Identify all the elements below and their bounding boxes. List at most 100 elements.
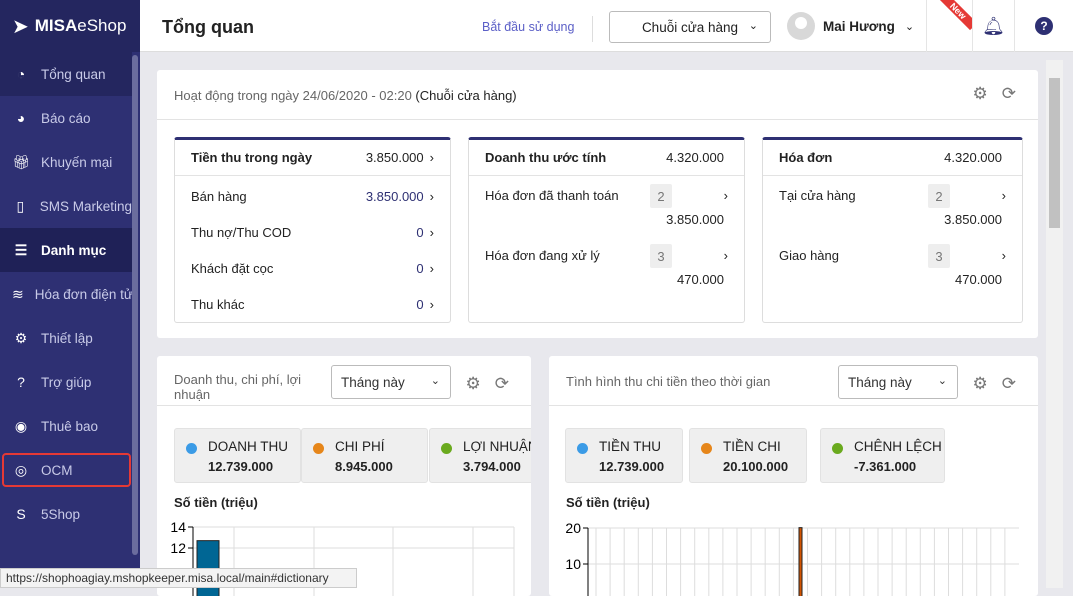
sidebar-item-5shop[interactable]: S 5Shop	[0, 492, 132, 536]
income-total[interactable]: Tiền thu trong ngày 3.850.000 ›	[175, 140, 450, 176]
chevron-right-icon: ›	[723, 248, 728, 263]
y-tick-label: 10	[565, 556, 581, 572]
sidebar-item-sms-marketing[interactable]: ▯ SMS Marketing	[0, 184, 133, 228]
store-select[interactable]: Chuỗi cửa hàng ⌄	[609, 11, 771, 43]
sidebar-item-label: Thiết lập	[41, 330, 93, 346]
sidebar-item-thuê-bao[interactable]: ◉ Thuê bao	[0, 404, 132, 448]
legend-item[interactable]: DOANH THU 12.739.000	[174, 428, 301, 483]
chevron-right-icon: ›	[1001, 248, 1006, 263]
main-scrollbar[interactable]	[1046, 60, 1063, 588]
income-row[interactable]: Bán hàng 3.850.000 ›	[191, 188, 434, 204]
status-bar-url: https://shophoagiay.mshopkeeper.misa.loc…	[0, 568, 357, 588]
legend-dot	[441, 443, 452, 454]
legend-dot	[186, 443, 197, 454]
ocm-icon: ◎	[14, 461, 28, 478]
sidebar-item-báo-cáo[interactable]: ◕ Báo cáo	[0, 96, 132, 140]
period-select[interactable]: Tháng này ⌄	[838, 365, 958, 399]
user-icon: ◉	[14, 417, 28, 434]
invoice-row[interactable]: Hóa đơn đã thanh toán 2 › 3.850.000	[469, 176, 744, 236]
help-button[interactable]: ?	[1014, 0, 1073, 52]
sidebar-item-trợ-giúp[interactable]: ? Trợ giúp	[0, 360, 132, 404]
gear-icon[interactable]: ⚙	[465, 374, 481, 393]
chevron-right-icon: ›	[429, 260, 434, 276]
invoice-row[interactable]: Hóa đơn đang xử lý 3 › 470.000	[469, 236, 744, 296]
gift-icon: 🎁︎	[12, 153, 30, 170]
revenue-card: Doanh thu ước tính 4.320.000 Hóa đơn đã t…	[468, 137, 745, 323]
chevron-right-icon: ›	[429, 188, 434, 204]
legend-item[interactable]: CHI PHÍ 8.945.000	[301, 428, 428, 483]
count-badge: 3	[928, 244, 950, 268]
legend-dot	[577, 443, 588, 454]
bell-icon: 🔔︎	[982, 15, 1005, 36]
income-row[interactable]: Thu khác 0 ›	[191, 296, 434, 312]
sidebar-item-tổng-quan[interactable]: ◔ Tổng quan	[0, 52, 132, 96]
chevron-down-icon: ⌄	[748, 20, 758, 32]
sidebar-scrollbar[interactable]	[132, 55, 138, 555]
sidebar-item-ocm[interactable]: ◎ OCM	[2, 453, 131, 487]
start-link[interactable]: Bắt đầu sử dụng	[482, 20, 575, 34]
chevron-right-icon: ›	[429, 150, 434, 165]
dashboard-icon: ◔	[16, 66, 26, 82]
legend-item[interactable]: CHÊNH LỆCH -7.361.000	[820, 428, 945, 483]
legend-item[interactable]: TIỀN CHI 20.100.000	[689, 428, 807, 483]
gear-icon[interactable]: ⚙	[972, 84, 988, 103]
income-row[interactable]: Thu nợ/Thu COD 0 ›	[191, 224, 434, 240]
activity-card: Hoạt động trong ngày 24/06/2020 - 02:20 …	[157, 70, 1038, 338]
period-select[interactable]: Tháng này ⌄	[331, 365, 451, 399]
chevron-right-icon: ›	[723, 188, 728, 203]
sidebar-item-label: Khuyến mại	[41, 154, 113, 170]
sidebar-item-label: Thuê bao	[41, 418, 99, 434]
sidebar-item-danh-mục[interactable]: ☰ Danh mục	[0, 228, 132, 272]
sidebar-item-label: Hóa đơn điện tử	[34, 286, 132, 302]
help-icon: ?	[17, 374, 25, 390]
sidebar: ➤ MISA eShop ◔ Tổng quan ◕ Báo cáo 🎁︎ Khuyến mạ…	[0, 0, 140, 588]
sidebar-item-thiết-lập[interactable]: ⚙ Thiết lập	[0, 316, 132, 360]
sidebar-item-label: OCM	[41, 462, 73, 478]
sidebar-item-label: Báo cáo	[41, 110, 91, 126]
logo[interactable]: ➤ MISA eShop	[0, 0, 140, 52]
sidebar-item-hóa-đơn-điện-tử[interactable]: ≋ Hóa đơn điện tử	[0, 272, 132, 316]
mobile-icon: ▯	[16, 197, 25, 214]
5shop-icon: S	[16, 506, 26, 522]
cashflow-panel: Tình hình thu chi tiền theo thời gian Th…	[549, 356, 1038, 596]
chevron-down-icon: ⌄	[430, 375, 440, 387]
chevron-down-icon: ⌄	[904, 20, 915, 33]
gear-icon: ⚙	[14, 329, 28, 346]
invoice-row[interactable]: Giao hàng 3 › 470.000	[763, 236, 1022, 296]
count-badge: 2	[650, 184, 672, 208]
refresh-icon[interactable]: ⟳	[1001, 84, 1016, 103]
invoices-card: Hóa đơn 4.320.000 Tại cửa hàng 2 › 3.850.000…	[762, 137, 1023, 323]
chevron-down-icon: ⌄	[937, 375, 947, 387]
avatar	[787, 12, 815, 40]
sidebar-item-label: Danh mục	[41, 242, 107, 258]
divider	[592, 16, 593, 42]
refresh-icon[interactable]: ⟳	[494, 374, 509, 393]
list-icon: ☰	[14, 241, 28, 258]
user-menu[interactable]: Mai Hương ⌄	[787, 12, 914, 40]
sidebar-item-label: SMS Marketing	[39, 198, 132, 214]
income-row[interactable]: Khách đặt cọc 0 ›	[191, 260, 434, 276]
gear-icon[interactable]: ⚙	[972, 374, 988, 393]
header: Tổng quan Bắt đầu sử dụng Chuỗi cửa hàng…	[140, 0, 1073, 52]
y-tick-label: 20	[565, 520, 581, 536]
legend-item[interactable]: LỢI NHUẬN 3.794.000	[429, 428, 531, 483]
sidebar-item-label: 5Shop	[41, 506, 81, 522]
whats-new-button[interactable]: New	[926, 0, 972, 52]
chevron-right-icon: ›	[429, 296, 434, 312]
notification-button[interactable]: 🔔︎	[972, 0, 1014, 52]
legend-dot	[832, 443, 843, 454]
legend-dot	[701, 443, 712, 454]
sidebar-item-label: Trợ giúp	[41, 374, 92, 390]
invoice-icon: ≋	[12, 285, 24, 302]
refresh-icon[interactable]: ⟳	[1001, 374, 1016, 393]
legend-item[interactable]: TIỀN THU 12.739.000	[565, 428, 683, 483]
sidebar-item-khuyến-mại[interactable]: 🎁︎ Khuyến mại	[0, 140, 132, 184]
new-badge: New	[938, 0, 972, 31]
legend-dot	[313, 443, 324, 454]
activity-title: Hoạt động trong ngày 24/06/2020 - 02:20 …	[174, 88, 517, 103]
invoice-row[interactable]: Tại cửa hàng 2 › 3.850.000	[763, 176, 1022, 236]
chevron-right-icon: ›	[1001, 188, 1006, 203]
revenue-cost-profit-panel: Doanh thu, chi phí, lợi nhuận Tháng này ⌄…	[157, 356, 531, 596]
scrollbar-thumb[interactable]	[1049, 78, 1060, 228]
y-tick-label: 12	[170, 540, 186, 556]
